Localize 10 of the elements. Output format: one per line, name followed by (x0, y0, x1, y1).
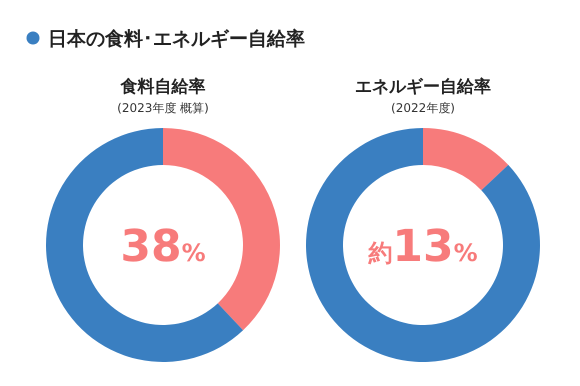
text: 38% (120, 221, 206, 272)
donut-slice (46, 128, 244, 362)
chart-subtitle: (2022年度) (391, 101, 455, 115)
donut-slice (306, 128, 540, 362)
chart-title: エネルギー自給率 (355, 77, 491, 97)
text: 約13% (367, 221, 478, 272)
chart-title: 食料自給率 (120, 77, 206, 97)
chart-subtitle: (2023年度 概算) (117, 101, 209, 115)
donut-slice (423, 128, 508, 190)
text: 日本の食料･エネルギー自給率 (48, 28, 305, 50)
